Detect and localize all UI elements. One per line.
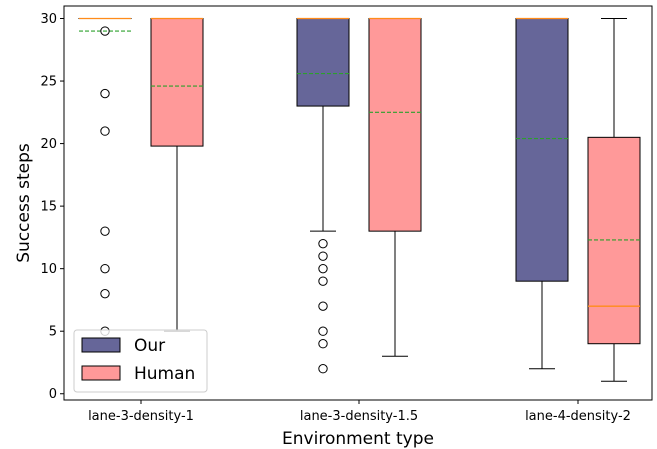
outlier-point — [318, 364, 328, 374]
outlier-point — [318, 301, 328, 311]
box-human-2 — [587, 18, 641, 382]
y-axis-title: Success steps — [14, 143, 34, 263]
outlier-point — [318, 339, 328, 349]
iqr-box — [368, 18, 422, 232]
outlier-point — [100, 263, 110, 274]
y-tick-label: 25 — [40, 75, 57, 90]
x-tick-label: lane-3-density-1 — [88, 409, 194, 424]
outlier-point — [318, 326, 328, 336]
y-tick-label: 20 — [40, 137, 57, 152]
legend-label: Human — [134, 364, 195, 384]
legend-swatch — [81, 337, 121, 353]
box-our-0 — [78, 17, 132, 336]
outlier-point — [100, 226, 110, 236]
legend-swatch — [81, 365, 121, 381]
outlier-point — [318, 263, 328, 274]
box-human-1 — [368, 17, 422, 357]
iqr-box — [296, 18, 350, 107]
outlier-point — [100, 288, 110, 299]
outlier-point — [100, 88, 110, 99]
y-tick-label: 30 — [40, 12, 57, 27]
y-tick-label: 0 — [49, 387, 57, 402]
iqr-box — [587, 136, 641, 345]
x-tick-label: lane-3-density-1.5 — [300, 409, 418, 424]
legend: Our Human — [73, 329, 208, 393]
box-our-1 — [296, 17, 350, 374]
y-tick-label: 10 — [40, 262, 57, 277]
y-tick-label: 5 — [49, 325, 57, 340]
outlier-point — [100, 126, 110, 136]
plot-frame — [63, 5, 653, 401]
legend-label: Our — [134, 336, 165, 356]
x-tick-label: lane-4-density-2 — [525, 409, 631, 424]
x-axis-title: Environment type — [282, 429, 434, 449]
outlier-point — [318, 276, 328, 286]
iqr-box — [150, 18, 204, 147]
iqr-box — [515, 18, 569, 282]
box-our-2 — [515, 17, 569, 370]
outlier-point — [100, 26, 110, 36]
outlier-point — [318, 238, 328, 249]
y-tick-label: 15 — [40, 200, 57, 215]
box-human-0 — [150, 17, 204, 332]
outlier-point — [318, 251, 328, 261]
